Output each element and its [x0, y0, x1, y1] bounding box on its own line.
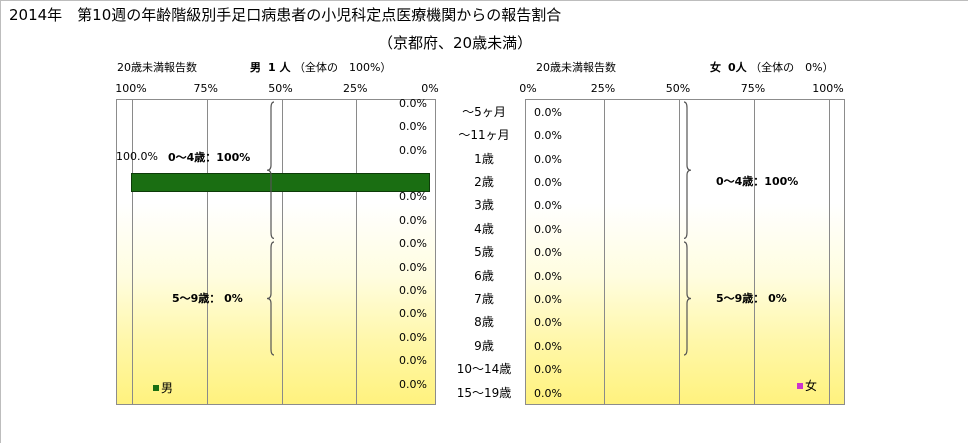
age-category-label: 9歳 — [474, 338, 494, 353]
female-group-label: 5～9歳： 0% — [716, 291, 787, 305]
age-category-label: 10～14歳 — [456, 362, 512, 377]
female-value-label: 0.0% — [534, 363, 562, 377]
chart-subtitle: （京都府、20歳未満） — [378, 34, 533, 52]
male-group-label: 5～9歳： 0% — [172, 292, 243, 305]
male-gridline — [132, 100, 133, 404]
female-header-total: （全体の 0%） — [750, 61, 834, 74]
female-x-tick-label: 25% — [590, 82, 616, 95]
frame-left-border — [0, 0, 1, 443]
female-legend: 女 — [797, 380, 817, 392]
female-gridline — [604, 100, 605, 404]
female-value-label: 0.0% — [534, 246, 562, 260]
male-header-sex: 男 — [250, 61, 261, 74]
male-value-label: 0.0% — [399, 190, 427, 204]
age-category-label: ～5ヶ月 — [462, 104, 506, 119]
female-value-label: 0.0% — [534, 175, 562, 189]
female-gridline — [754, 100, 755, 404]
male-value-label: 0.0% — [399, 283, 427, 297]
male-value-label: 0.0% — [399, 213, 427, 227]
male-header-count: 1 人 — [268, 61, 291, 74]
male-x-tick-label: 50% — [268, 82, 293, 95]
female-value-label: 0.0% — [534, 316, 562, 330]
male-gridline — [206, 100, 208, 404]
male-group-label: 0～4歳：100% — [168, 151, 251, 164]
male-value-label: 0.0% — [399, 120, 427, 134]
female-value-label: 0.0% — [534, 129, 562, 143]
age-category-label: ～11ヶ月 — [458, 128, 510, 143]
male-legend-swatch — [153, 385, 159, 391]
male-legend-label: 男 — [161, 381, 174, 395]
female-gridline — [679, 100, 680, 404]
age-category-label: 3歳 — [474, 198, 494, 213]
female-group-brace — [683, 101, 692, 239]
female-x-tick-label: 100% — [812, 82, 844, 95]
male-x-tick-label: 0% — [421, 82, 439, 95]
female-legend-swatch — [797, 383, 803, 389]
male-header-summary: 男 1 人 （全体の 100%） — [250, 62, 391, 73]
age-category-label: 1歳 — [474, 151, 494, 166]
male-group-brace — [266, 241, 275, 356]
male-header-total: （全体の 100%） — [293, 61, 392, 74]
male-x-tick-label: 75% — [193, 82, 218, 95]
male-group-brace — [266, 101, 275, 239]
female-value-label: 0.0% — [534, 152, 562, 166]
male-value-label: 0.0% — [399, 143, 427, 157]
chart-title: 2014年 第10週の年齢階級別手足口病患者の小児科定点医療機関からの報告割合 — [9, 6, 562, 24]
female-value-label: 0.0% — [534, 105, 562, 119]
female-value-label: 0.0% — [534, 386, 562, 400]
female-value-label: 0.0% — [534, 199, 562, 213]
male-value-label: 0.0% — [399, 96, 427, 110]
age-category-label: 7歳 — [474, 291, 494, 306]
male-gridline — [356, 100, 358, 404]
age-category-label: 15～19歳 — [456, 385, 512, 400]
female-x-tick-label: 50% — [665, 82, 691, 95]
female-gridline — [829, 100, 830, 404]
male-bar — [131, 172, 430, 192]
female-value-label: 0.0% — [534, 269, 562, 283]
age-category-label: 4歳 — [474, 221, 494, 236]
female-group-brace — [683, 241, 692, 356]
male-gridline — [281, 100, 283, 404]
male-value-label: 0.0% — [399, 307, 427, 321]
male-value-label: 100.0% — [116, 149, 158, 163]
female-plot-area — [525, 99, 845, 405]
age-category-label: 8歳 — [474, 315, 494, 330]
male-legend: 男 — [153, 382, 173, 394]
male-value-label: 0.0% — [399, 377, 427, 391]
male-x-tick-label: 100% — [115, 82, 147, 95]
frame-top-border — [0, 0, 968, 1]
male-header-label: 20歳未満報告数 — [117, 61, 197, 74]
age-category-label: 5歳 — [474, 245, 494, 260]
female-header-count: 0人 — [728, 61, 747, 74]
female-header-label: 20歳未満報告数 — [536, 61, 616, 74]
male-value-label: 0.0% — [399, 237, 427, 251]
female-value-label: 0.0% — [534, 222, 562, 236]
male-value-label: 0.0% — [399, 354, 427, 368]
male-value-label: 0.0% — [399, 330, 427, 344]
male-x-tick-label: 25% — [343, 82, 368, 95]
female-x-tick-label: 75% — [740, 82, 766, 95]
female-legend-label: 女 — [805, 379, 818, 393]
male-value-label: 0.0% — [399, 260, 427, 274]
age-category-label: 6歳 — [474, 268, 494, 283]
female-x-tick-label: 0% — [519, 82, 537, 95]
female-value-label: 0.0% — [534, 339, 562, 353]
female-header-sex: 女 — [710, 61, 721, 74]
female-value-label: 0.0% — [534, 292, 562, 306]
female-header-summary: 女 0人 （全体の 0%） — [710, 62, 834, 73]
male-plot-area — [116, 99, 436, 405]
female-group-label: 0～4歳：100% — [716, 174, 799, 188]
age-category-label: 2歳 — [474, 174, 494, 189]
